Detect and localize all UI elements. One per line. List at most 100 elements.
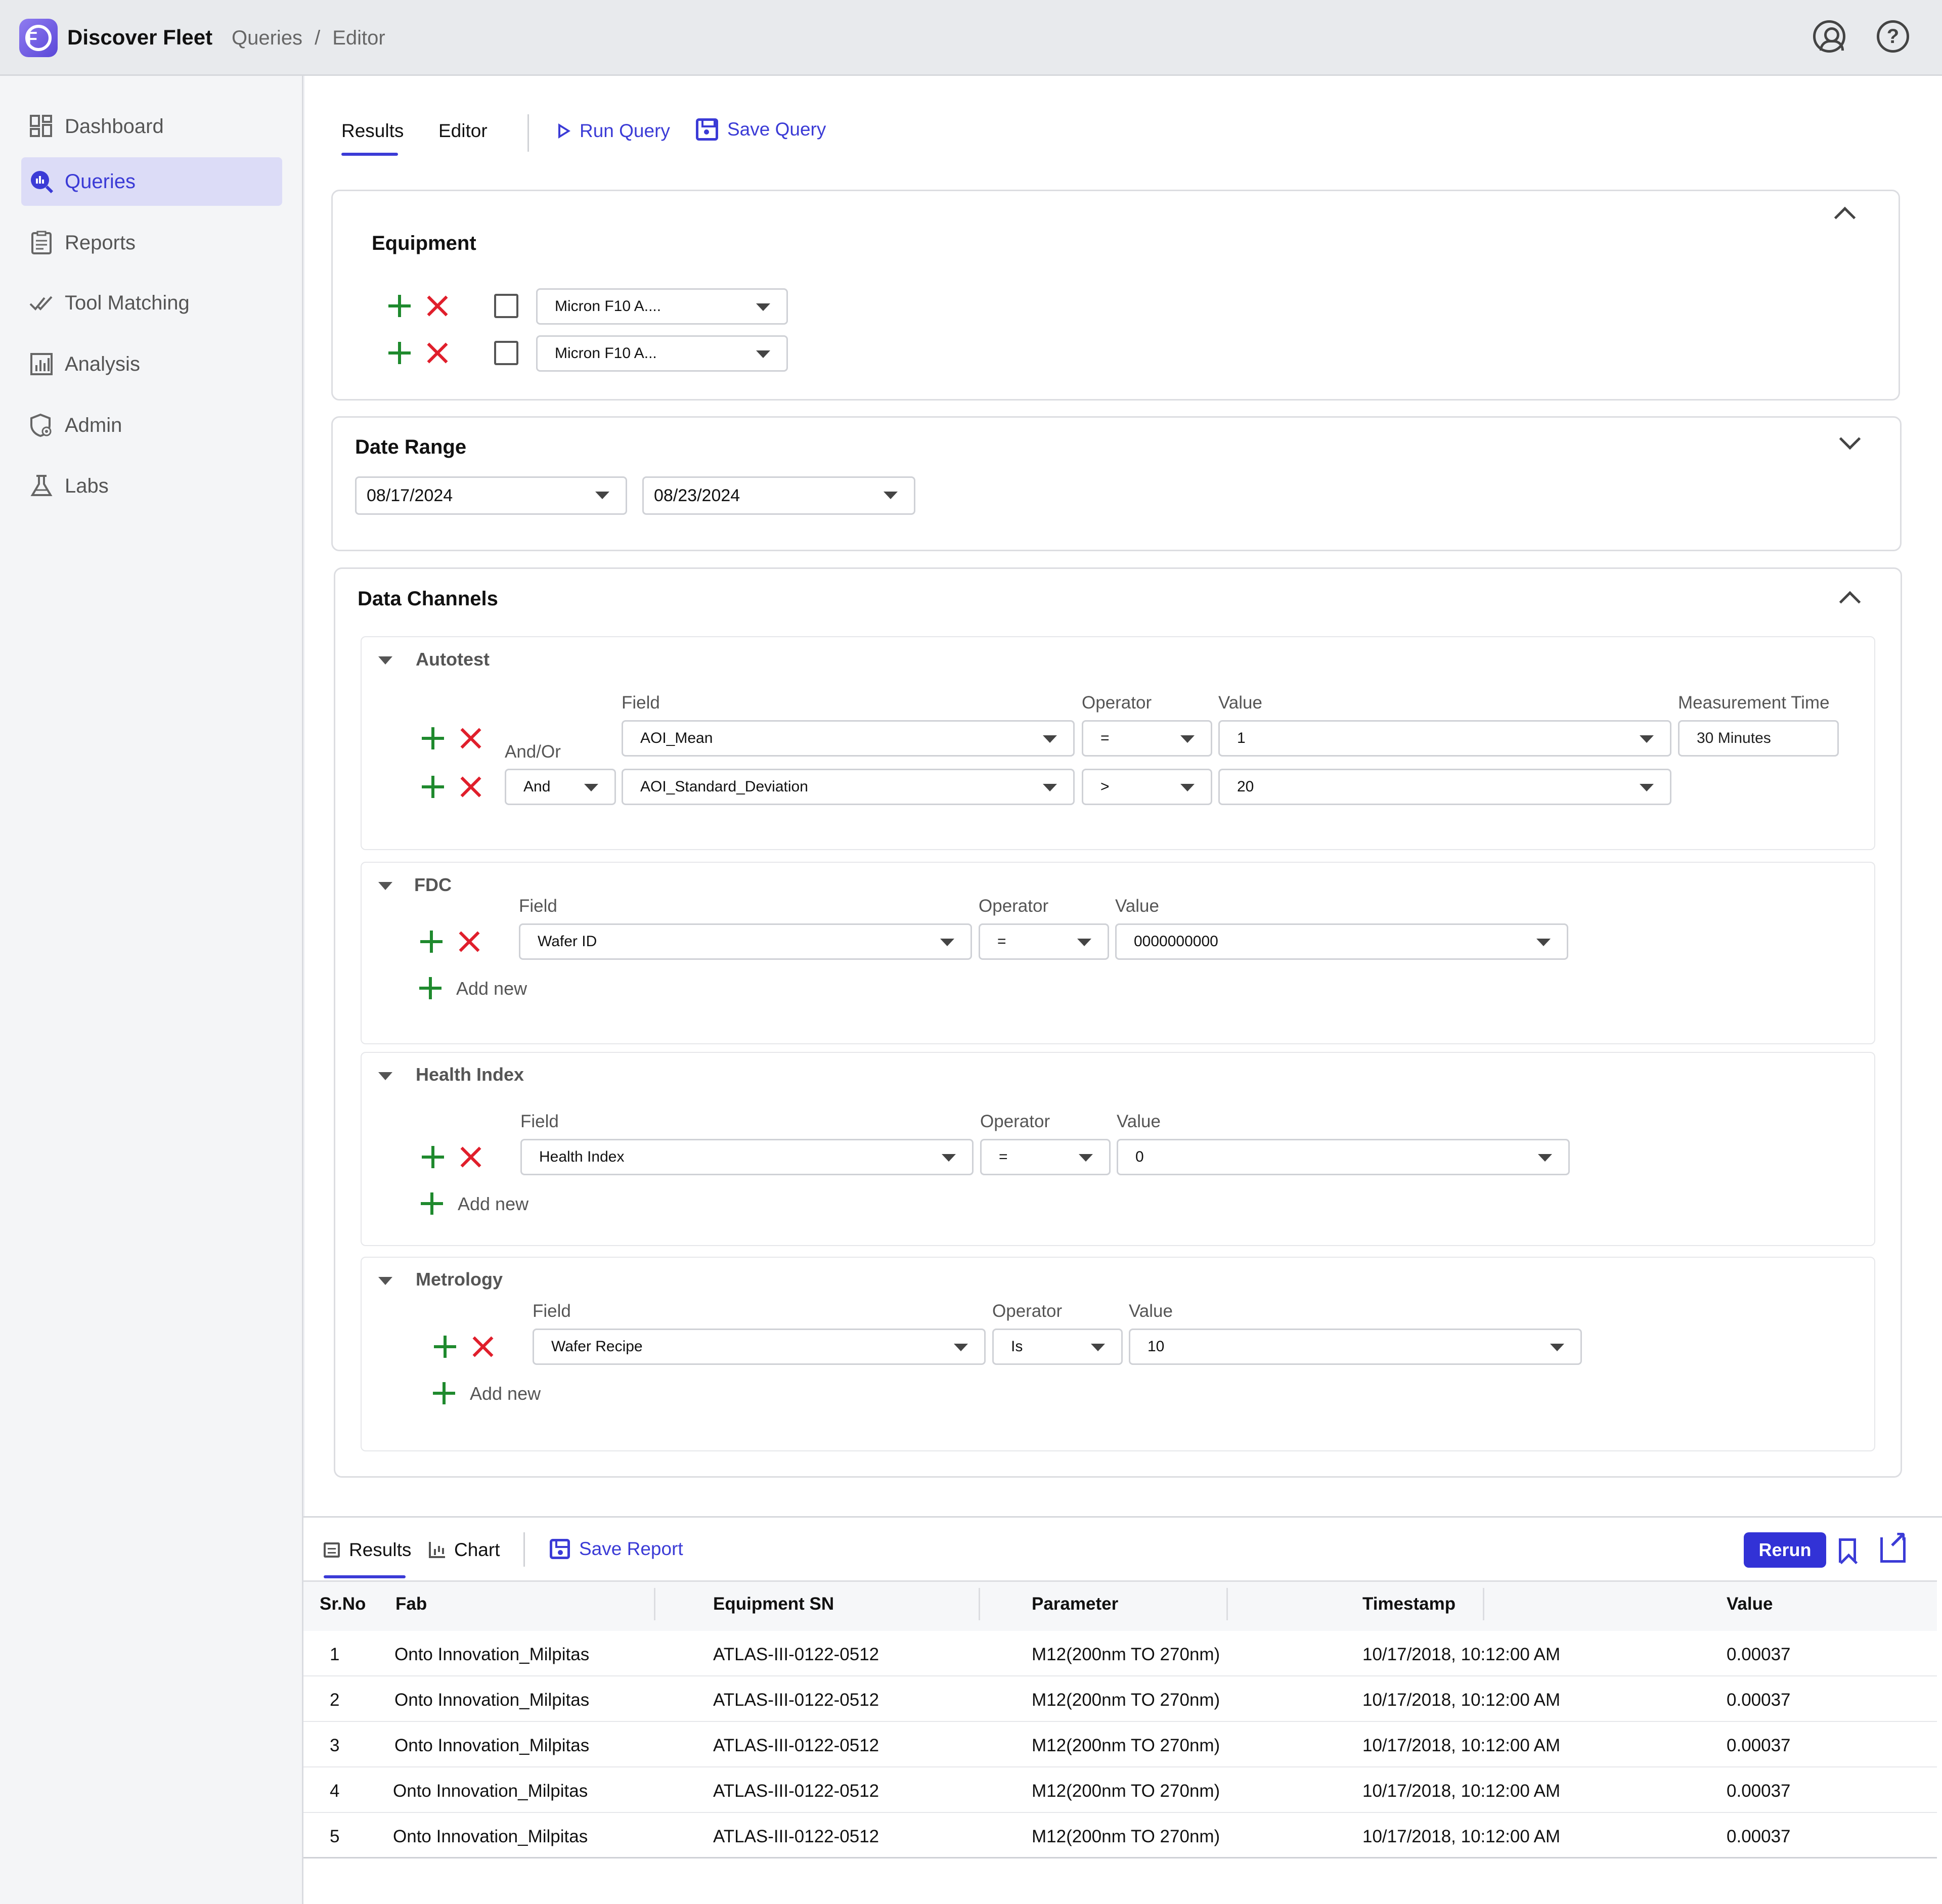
breadcrumb-separator: / — [315, 27, 321, 49]
sidebar-item-admin[interactable]: Admin — [21, 401, 282, 450]
app-title[interactable]: Discover Fleet — [67, 25, 213, 49]
breadcrumb-editor: Editor — [332, 27, 385, 49]
chevron-down-icon — [1043, 784, 1057, 791]
health-index-field-select[interactable]: Health Index — [520, 1139, 974, 1175]
column-header-equipment-sn[interactable]: Equipment SN — [713, 1594, 834, 1614]
add-new-icon[interactable] — [433, 1382, 455, 1404]
health-index-value-select[interactable]: 0 — [1117, 1139, 1570, 1175]
sidebar-item-queries[interactable]: Queries — [21, 157, 282, 206]
sidebar-item-analysis[interactable]: Analysis — [21, 340, 282, 388]
sidebar-item-tool-matching[interactable]: Tool Matching — [21, 279, 282, 327]
health-index-operator-select[interactable]: = — [980, 1139, 1111, 1175]
user-profile-icon[interactable] — [1813, 20, 1845, 53]
column-header-srno[interactable]: Sr.No — [320, 1594, 366, 1614]
and-or-select[interactable]: And — [505, 769, 616, 805]
add-condition-icon[interactable] — [422, 776, 444, 798]
table-row[interactable] — [303, 1722, 1937, 1767]
help-icon[interactable]: ? — [1877, 20, 1909, 53]
sidebar-item-labs[interactable]: Labs — [21, 462, 282, 510]
autotest-operator-select[interactable]: = — [1082, 720, 1212, 757]
fdc-toggle-icon[interactable] — [378, 882, 392, 890]
tab-editor[interactable]: Editor — [438, 120, 488, 141]
breadcrumb: Queries / Editor — [232, 27, 385, 50]
fdc-value-select[interactable]: 0000000000 — [1115, 923, 1568, 960]
add-equipment-icon[interactable] — [388, 342, 411, 364]
sidebar-item-reports[interactable]: Reports — [21, 218, 282, 267]
tab-active-indicator — [341, 153, 398, 156]
measurement-time-input[interactable]: 30 Minutes — [1678, 720, 1839, 757]
table-row[interactable] — [303, 1676, 1937, 1722]
chevron-down-icon — [1077, 939, 1091, 946]
column-divider[interactable] — [654, 1588, 655, 1620]
metrology-field-select[interactable]: Wafer Recipe — [533, 1329, 986, 1365]
fdc-field-select[interactable]: Wafer ID — [519, 923, 972, 960]
health-index-toggle-icon[interactable] — [378, 1072, 392, 1080]
autotest-value-select[interactable]: 1 — [1218, 720, 1671, 757]
remove-equipment-icon[interactable] — [426, 342, 449, 364]
add-equipment-icon[interactable] — [388, 295, 411, 317]
column-divider[interactable] — [1483, 1588, 1484, 1620]
date-range-title: Date Range — [355, 436, 467, 458]
table-row[interactable] — [303, 1767, 1937, 1813]
health-index-add-new-link[interactable]: Add new — [458, 1193, 529, 1214]
table-row[interactable] — [303, 1631, 1937, 1676]
add-condition-icon[interactable] — [422, 727, 444, 749]
fdc-add-new-link[interactable]: Add new — [456, 978, 527, 999]
remove-condition-icon[interactable] — [460, 776, 482, 798]
remove-equipment-icon[interactable] — [426, 295, 449, 317]
column-header-value[interactable]: Value — [1727, 1594, 1773, 1614]
table-row[interactable] — [303, 1813, 1937, 1858]
add-new-icon[interactable] — [421, 1192, 443, 1215]
toolbar-divider — [527, 114, 529, 152]
remove-condition-icon[interactable] — [460, 1146, 482, 1168]
autotest-value-select[interactable]: 20 — [1218, 769, 1671, 805]
sidebar-item-dashboard[interactable]: Dashboard — [21, 102, 282, 151]
rerun-button[interactable]: Rerun — [1744, 1532, 1826, 1568]
add-condition-icon[interactable] — [422, 1146, 444, 1168]
metrology-add-new-link[interactable]: Add new — [470, 1383, 541, 1404]
chevron-down-icon — [1079, 1154, 1093, 1162]
reports-icon — [29, 231, 54, 255]
equipment-checkbox[interactable] — [494, 294, 518, 318]
cell-parameter: M12(200nm TO 270nm) — [1032, 1645, 1220, 1664]
export-icon[interactable] — [1880, 1526, 1908, 1563]
autotest-field-select[interactable]: AOI_Standard_Deviation — [622, 769, 1075, 805]
metrology-toggle-icon[interactable] — [378, 1277, 392, 1285]
app-logo-icon[interactable]: F — [19, 19, 58, 57]
fdc-operator-select[interactable]: = — [979, 923, 1109, 960]
save-query-button[interactable]: Save Query — [696, 118, 826, 141]
autotest-field-select[interactable]: AOI_Mean — [622, 720, 1075, 757]
end-date-select[interactable]: 08/23/2024 — [642, 476, 915, 515]
add-condition-icon[interactable] — [434, 1336, 456, 1358]
tab-results[interactable]: Results — [341, 120, 404, 141]
equipment-select[interactable]: Micron F10 A... — [536, 335, 788, 372]
add-new-icon[interactable] — [419, 977, 442, 999]
column-divider[interactable] — [1226, 1588, 1228, 1620]
equipment-select[interactable]: Micron F10 A.... — [536, 288, 788, 325]
metrology-value-select[interactable]: 10 — [1129, 1329, 1582, 1365]
add-condition-icon[interactable] — [420, 931, 443, 953]
save-report-button[interactable]: Save Report — [550, 1538, 683, 1560]
field-label: Field — [520, 1112, 559, 1131]
start-date-select[interactable]: 08/17/2024 — [355, 476, 627, 515]
remove-condition-icon[interactable] — [472, 1336, 494, 1358]
results-tab[interactable]: Results — [324, 1539, 411, 1561]
remove-condition-icon[interactable] — [460, 727, 482, 749]
column-divider[interactable] — [979, 1588, 980, 1620]
column-header-fab[interactable]: Fab — [395, 1594, 427, 1614]
equipment-checkbox[interactable] — [494, 341, 518, 365]
column-header-parameter[interactable]: Parameter — [1032, 1594, 1119, 1614]
autotest-operator-select[interactable]: > — [1082, 769, 1212, 805]
bookmark-icon[interactable] — [1839, 1538, 1856, 1563]
remove-condition-icon[interactable] — [458, 931, 480, 953]
run-query-button[interactable]: Run Query — [558, 120, 670, 142]
sidebar-item-label: Reports — [65, 231, 136, 254]
autotest-toggle-icon[interactable] — [378, 656, 392, 665]
results-table-header — [303, 1580, 1937, 1631]
cell-timestamp: 10/17/2018, 10:12:00 AM — [1362, 1736, 1561, 1755]
breadcrumb-queries[interactable]: Queries — [232, 27, 303, 49]
save-icon — [696, 118, 718, 141]
chart-tab[interactable]: Chart — [429, 1539, 500, 1561]
metrology-operator-select[interactable]: Is — [992, 1329, 1123, 1365]
column-header-timestamp[interactable]: Timestamp — [1362, 1594, 1456, 1614]
